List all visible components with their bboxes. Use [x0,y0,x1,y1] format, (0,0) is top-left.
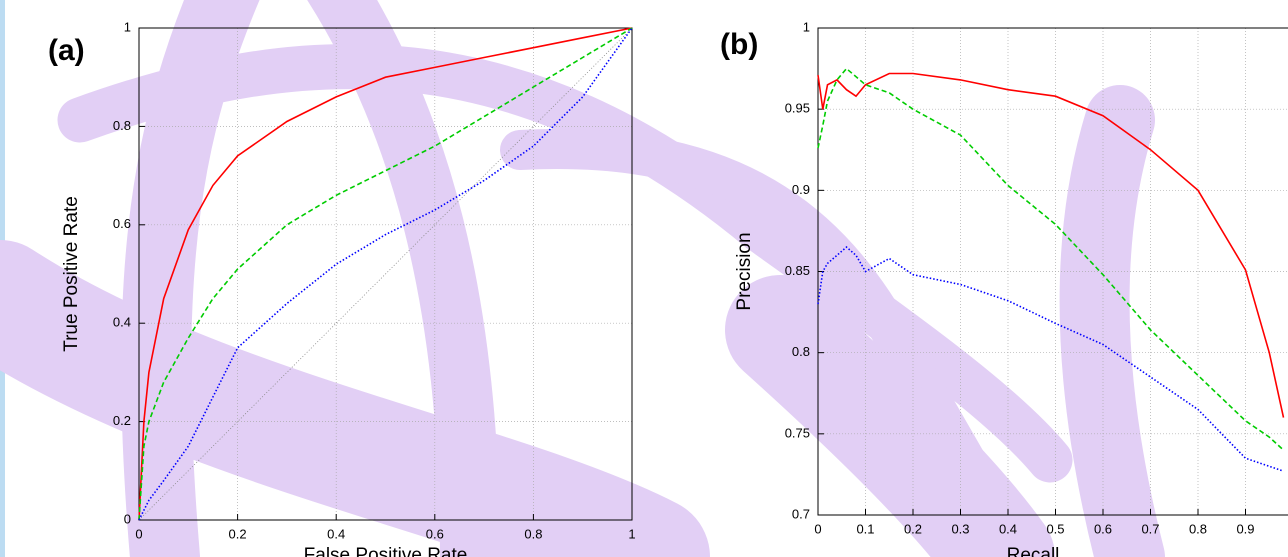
background-swooshes [0,0,1165,557]
y-tick-label: 1 [803,19,810,34]
x-tick-label: 0 [814,521,821,536]
diagonal-reference [138,27,633,521]
x-tick-label: 0.4 [999,521,1017,536]
y-tick-label: 1 [124,19,131,34]
y-tick-label: 0.8 [113,118,131,133]
y-tick-label: 0.75 [785,425,810,440]
y-tick-label: 0.2 [113,413,131,428]
series-line [138,27,633,521]
y-axis-title: True Positive Rate [61,196,82,352]
x-tick-label: 0.6 [426,526,444,541]
x-tick-label: 0.3 [951,521,969,536]
x-tick-label: 0.7 [1141,521,1159,536]
x-tick-label: 0.2 [904,521,922,536]
series-line [817,246,1284,472]
x-tick-label: 0 [135,526,142,541]
y-tick-label: 0.4 [113,315,131,330]
x-tick-label: 1 [628,526,635,541]
x-axis-title: False Positive Rate [304,545,468,557]
y-tick-label: 0.6 [113,216,131,231]
panel-label: (b) [720,28,758,61]
x-tick-label: 0.6 [1094,521,1112,536]
plot-frame [817,27,1288,516]
panel-label: (a) [48,34,85,67]
x-tick-label: 0.2 [229,526,247,541]
y-tick-label: 0.85 [785,263,810,278]
x-axis-title: Recall [1007,545,1060,557]
y-tick-label: 0.7 [792,506,810,521]
x-tick-label: 0.5 [1046,521,1064,536]
x-tick-label: 0.4 [327,526,345,541]
x-tick-label: 0.9 [1236,521,1254,536]
y-tick-label: 0.9 [792,182,810,197]
plot-frame [138,27,633,521]
series-line [817,67,1285,451]
x-tick-label: 0.1 [856,521,874,536]
series-line [817,72,1285,418]
series-line [138,27,633,521]
y-tick-label: 0.95 [785,101,810,116]
x-tick-label: 0.8 [1189,521,1207,536]
y-tick-label: 0 [124,511,131,526]
x-tick-label: 0.8 [524,526,542,541]
y-tick-label: 0.8 [792,344,810,359]
y-axis-title: Precision [734,232,755,310]
